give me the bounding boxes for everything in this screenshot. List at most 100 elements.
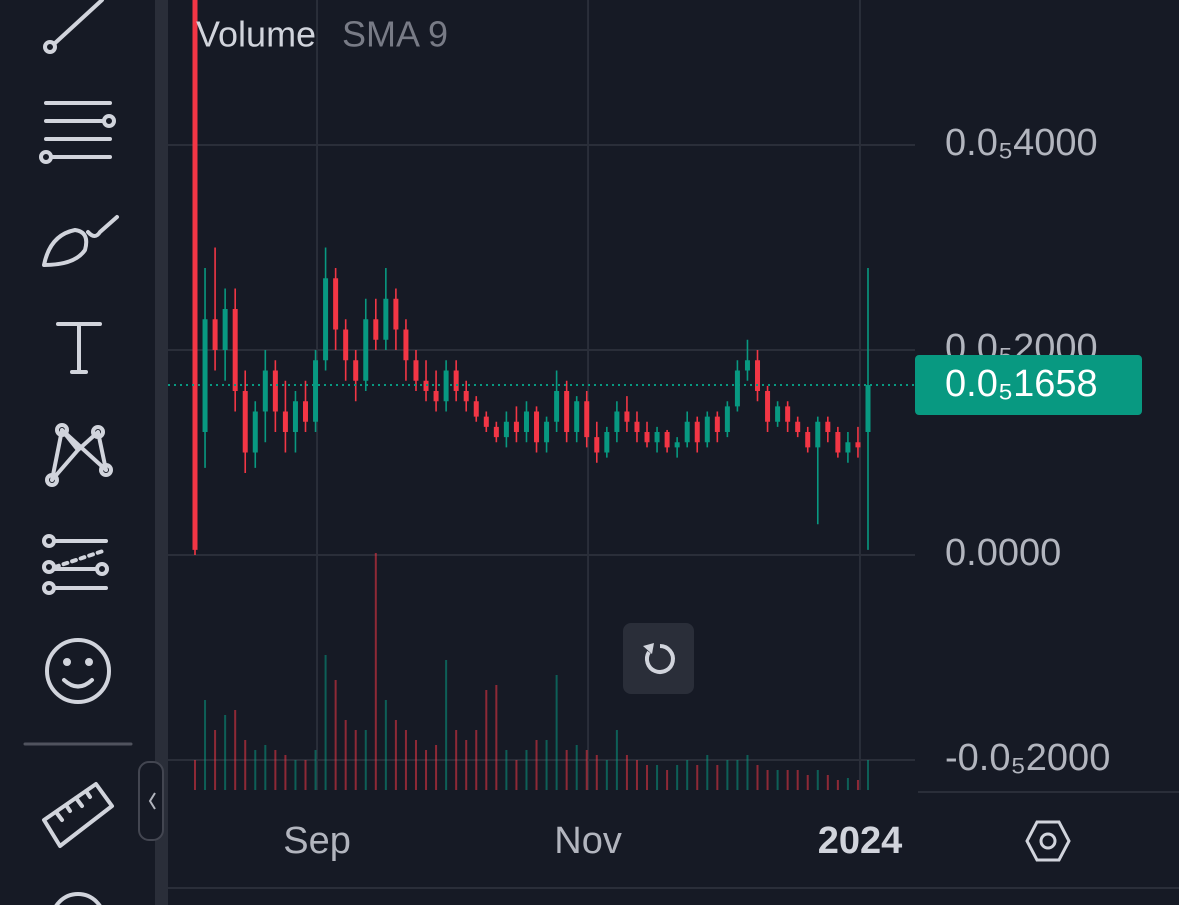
toolbar [23,0,133,905]
candle-body [544,421,550,443]
candle-body [765,391,771,422]
volume-bar [555,675,558,790]
candle-body [483,416,489,427]
candle-body [744,360,750,371]
candle-body [202,319,208,432]
volume-bar [304,760,307,790]
volume-bar [615,730,618,790]
volume-bar [364,730,367,790]
emoji-tool[interactable] [45,638,111,704]
candle-body [835,431,841,453]
volume-bar [445,660,448,790]
candle-body [654,431,660,443]
fib-tool[interactable] [39,101,116,164]
volume-bar [204,700,207,790]
volume-bar [605,760,608,790]
y-tick-label: -0.0₅2000 [945,737,1110,779]
candle-body [383,298,389,340]
reset-button[interactable] [623,623,694,694]
zoom-tool[interactable] [52,892,104,905]
candle-body [242,391,248,453]
candle-body [282,411,288,432]
candle-body [604,431,610,453]
indicator-label: Volume [196,14,316,55]
volume-bar [374,553,377,790]
candle-body [594,437,600,453]
candle-body [393,298,399,330]
volume-bar [505,750,508,790]
pattern-tool[interactable] [45,423,113,487]
volume-bar [254,750,257,790]
candle-body [272,370,278,412]
volume-bar [595,755,598,790]
volume-bar [535,740,538,790]
volume-bar [706,755,709,790]
volume-bar [716,765,719,790]
candle-body [574,401,580,432]
volume-bar [354,730,357,790]
volume-bar [324,655,327,790]
candle-body [684,421,690,443]
candle-body [222,309,228,351]
brush-tool[interactable] [42,215,119,267]
y-tick-label: 0.0₅4000 [945,122,1098,164]
volume-bar [746,755,749,790]
candle-body [463,391,469,402]
volume-bar [264,745,267,790]
volume-bar [465,740,468,790]
candle-body [503,421,509,438]
volume-bar [394,720,397,790]
volume-bar [435,745,438,790]
toolbar-divider [155,0,168,905]
candle-body [343,329,349,361]
volume-bar [384,700,387,790]
ruler-tool[interactable] [42,782,114,848]
volume-bar [766,770,769,790]
volume-bar [525,750,528,790]
candle-body [825,421,831,432]
candle-body [845,442,851,453]
x-tick-label: Sep [283,820,351,862]
candle-body [353,360,359,381]
candle-body [373,319,379,340]
candle-body [403,329,409,361]
volume-bar [846,778,849,790]
candle-body [554,391,560,422]
volume-bar [274,750,277,790]
candle-body [855,442,861,448]
text-tool[interactable] [56,322,102,374]
volume-bar [314,750,317,790]
volume-bar [414,740,417,790]
candle-body [453,370,459,392]
candle-body [775,406,781,422]
volume-bar [425,750,428,790]
candle-body [755,360,761,392]
candle-body [262,370,268,412]
candle-body [704,416,710,443]
volume-bar [244,740,247,790]
candle-body [815,421,821,448]
settings-button[interactable] [1025,820,1071,862]
volume-bar [666,770,669,790]
candle-body [624,411,630,422]
volume-bar [867,760,869,790]
volume-bar [485,690,488,790]
candle-body [413,360,419,381]
trend-line-tool[interactable] [43,0,104,54]
prediction-tool[interactable] [42,534,109,595]
candle-body [323,278,329,361]
volume-bar [495,685,498,790]
indicator-setting: SMA 9 [342,14,448,55]
candle-body [363,319,369,381]
volume-bar [736,760,739,790]
last-price-badge [915,355,1142,416]
candle-body [473,401,479,417]
candle-body [584,401,590,438]
volume-bar [856,780,859,790]
volume-bar [475,730,478,790]
candle-body [714,416,720,432]
candle-body [795,421,801,432]
volume-bar [404,730,407,790]
candle-body [212,319,218,351]
